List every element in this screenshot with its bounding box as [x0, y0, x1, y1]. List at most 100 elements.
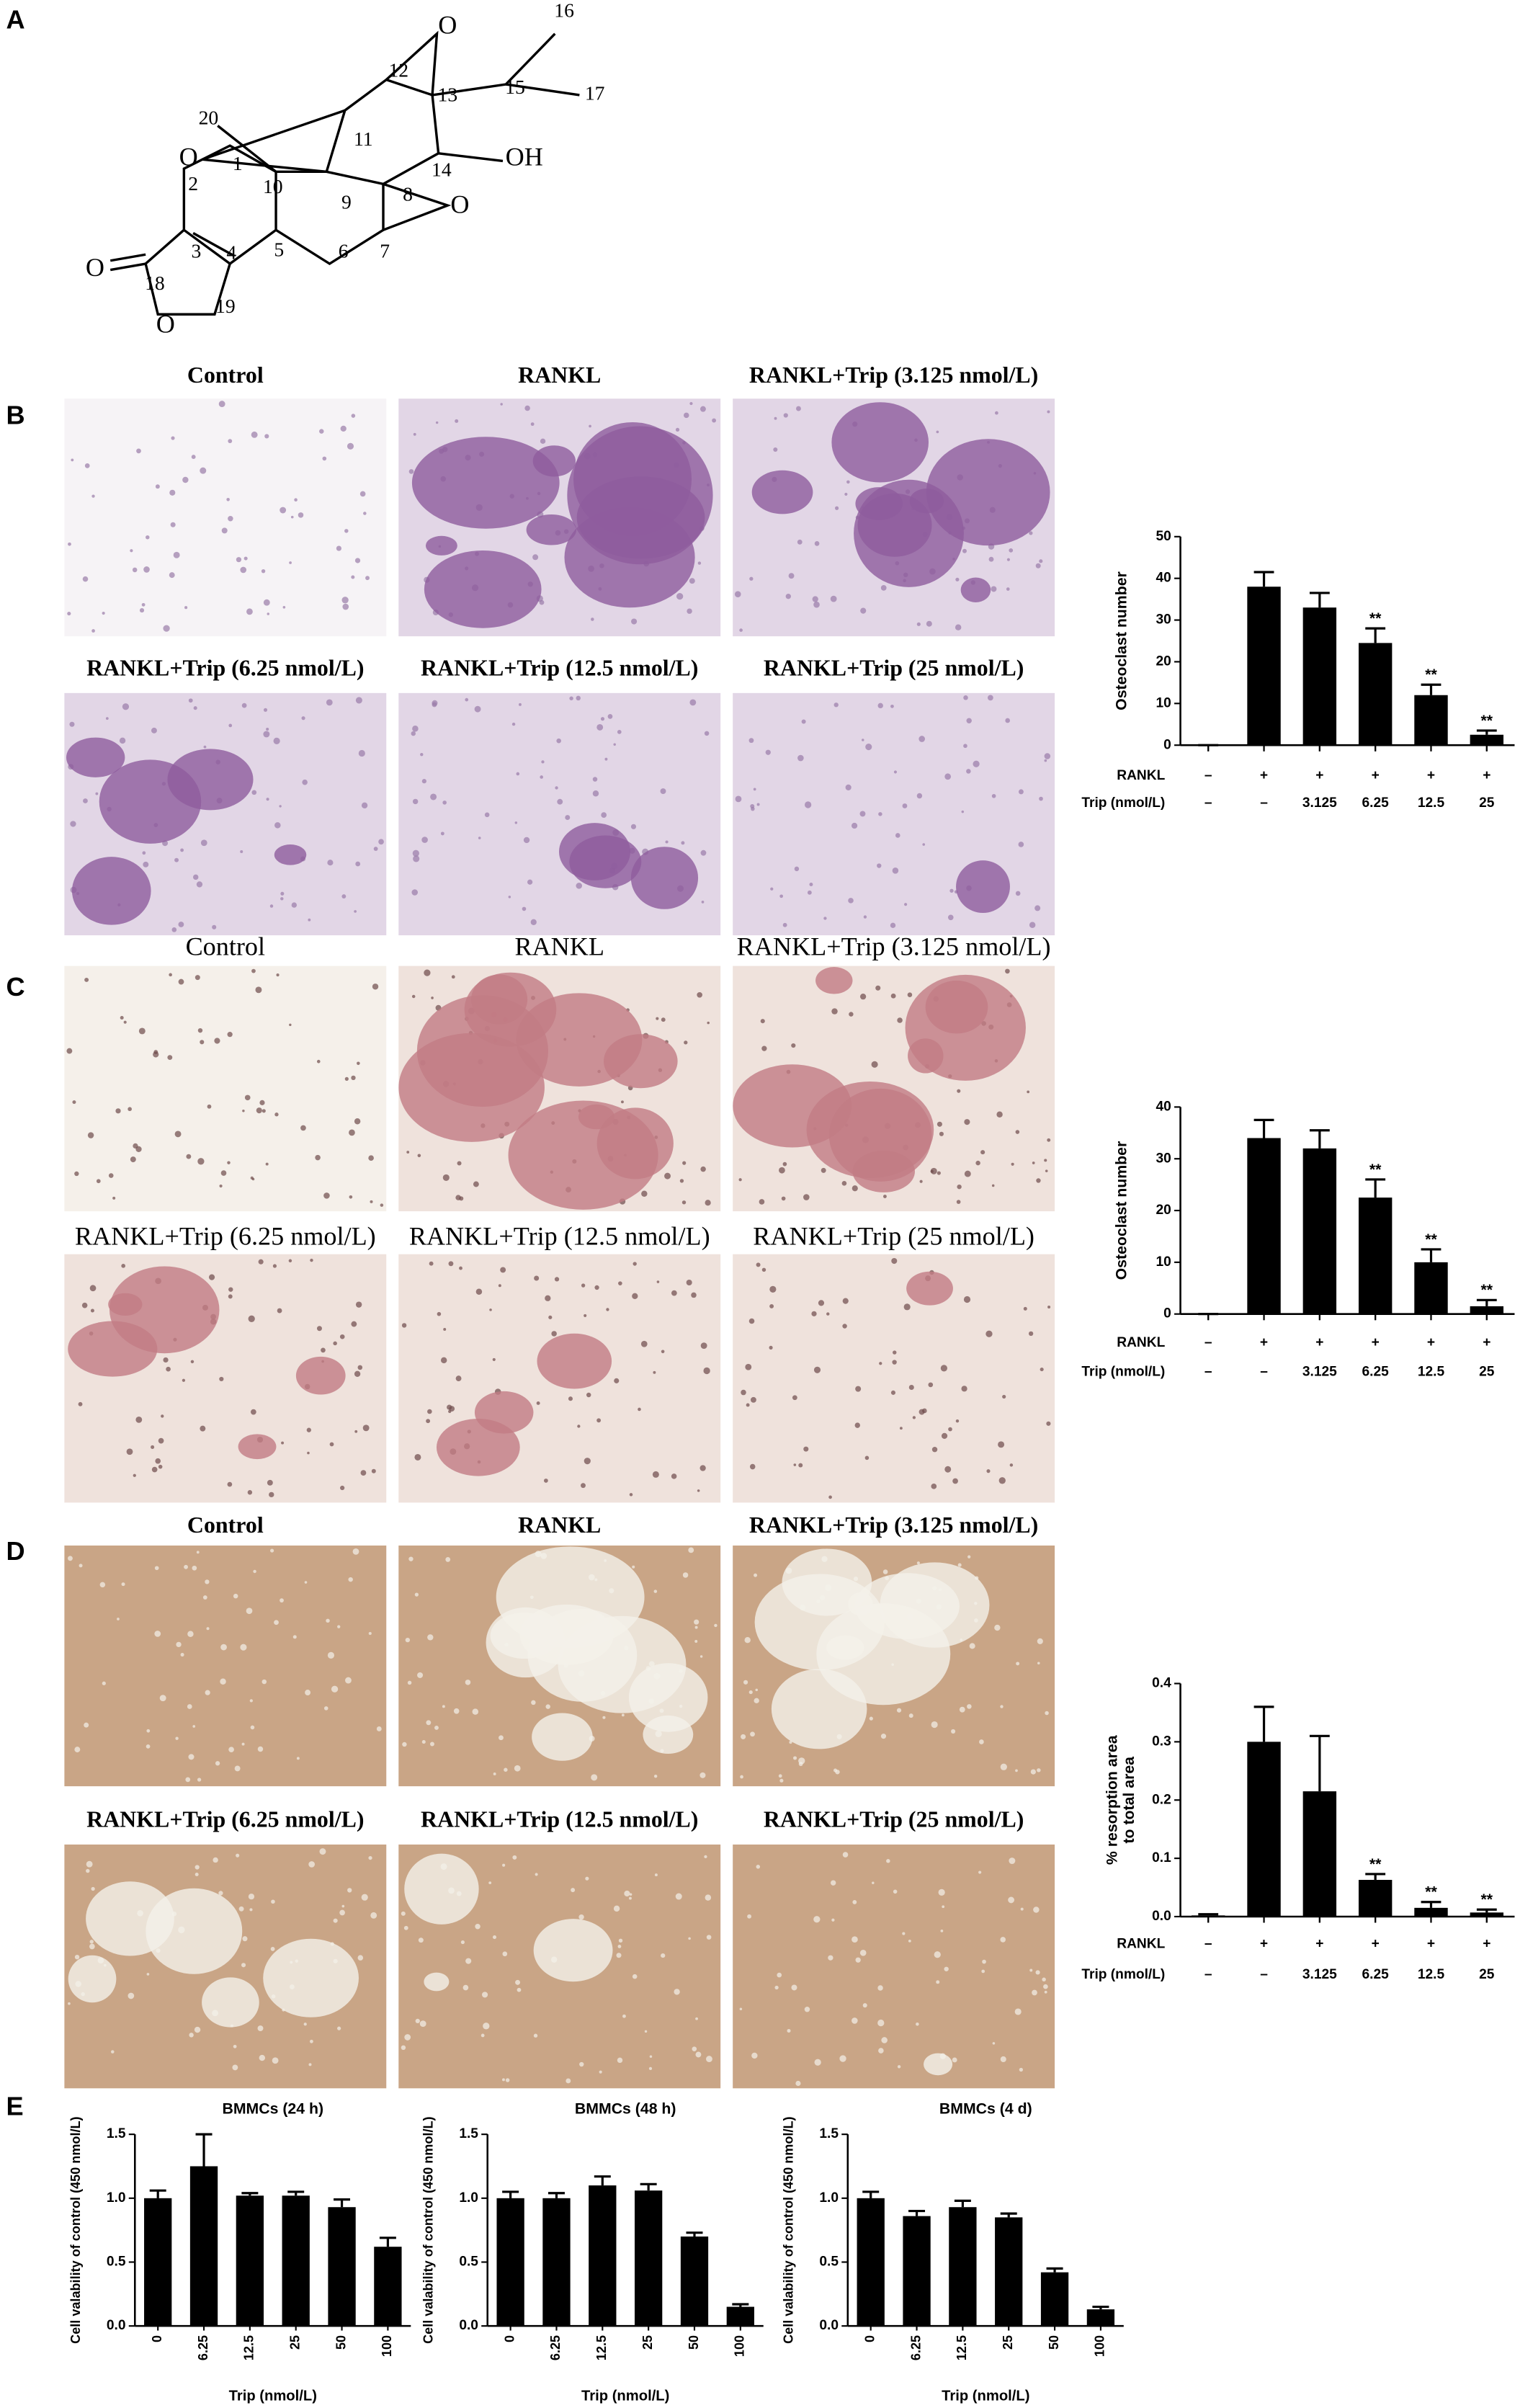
cell	[197, 1158, 205, 1165]
cell	[401, 1911, 406, 1916]
cell	[226, 498, 230, 501]
cell	[656, 1280, 660, 1283]
cell	[272, 2057, 279, 2064]
cell	[1047, 410, 1050, 414]
cell	[963, 695, 968, 700]
cell	[368, 1155, 374, 1161]
cell	[163, 625, 170, 632]
cell	[908, 1384, 914, 1391]
cell	[448, 1261, 454, 1267]
bar	[144, 2198, 172, 2327]
cell	[195, 1865, 200, 1870]
cell	[1008, 1896, 1014, 1904]
cell	[228, 723, 233, 728]
cell	[859, 1950, 867, 1956]
atom-label: O	[179, 143, 198, 171]
cell	[750, 1396, 756, 1403]
cell	[964, 1170, 971, 1177]
cell	[579, 2061, 584, 2067]
y-tick-label: 0.2	[1152, 1792, 1171, 1807]
cell	[842, 1852, 849, 1858]
bond	[385, 30, 439, 96]
cell	[362, 1424, 370, 1432]
atom-label: 4	[226, 241, 236, 264]
cell-cluster	[815, 967, 853, 994]
cell	[548, 1315, 553, 1319]
cell	[146, 535, 150, 540]
cell-cluster	[630, 847, 699, 909]
cell	[363, 512, 367, 515]
cell	[624, 1890, 630, 1897]
panel-labels: A B C D E	[6, 4, 25, 2121]
cell	[942, 1905, 945, 1909]
cell	[877, 703, 883, 709]
cell	[947, 914, 954, 921]
cell	[484, 812, 490, 818]
bar	[1302, 1791, 1337, 1917]
cell	[274, 1620, 279, 1626]
y-tick-label: 1.5	[107, 2126, 126, 2141]
cell	[215, 1761, 220, 1766]
cell	[779, 1167, 785, 1174]
cell	[671, 1290, 677, 1296]
cell	[527, 879, 533, 885]
bond	[110, 253, 146, 262]
cell	[701, 900, 705, 904]
cell	[1044, 1990, 1047, 1994]
cell	[916, 622, 921, 626]
cell	[349, 1129, 355, 1136]
cell	[734, 591, 741, 597]
cell	[206, 1627, 210, 1631]
cell	[656, 1017, 659, 1020]
cell	[159, 1695, 166, 1702]
cell	[194, 2026, 201, 2033]
cell	[986, 1330, 993, 1337]
atom-label: 14	[432, 159, 452, 181]
cell	[197, 1778, 202, 1782]
cell	[251, 1177, 255, 1181]
cell	[797, 539, 803, 545]
cell	[644, 2030, 648, 2033]
cell	[880, 1734, 887, 1739]
cell	[584, 1314, 587, 1317]
cell	[151, 1445, 155, 1449]
cell	[890, 922, 896, 929]
error-bar	[1309, 1129, 1330, 1149]
x-tick-label: 0	[862, 2335, 877, 2342]
cell	[641, 1190, 648, 1198]
cell	[500, 403, 503, 406]
cell	[791, 1043, 796, 1048]
cell	[327, 1651, 335, 1659]
cell	[738, 1178, 742, 1182]
cell	[991, 1184, 995, 1187]
cell	[834, 506, 839, 510]
cell	[407, 1680, 412, 1685]
bar	[1414, 1262, 1448, 1314]
cell	[376, 1726, 382, 1731]
x-tick-label: 12.5	[594, 2335, 609, 2360]
cell	[511, 722, 516, 726]
cell	[414, 1453, 421, 1461]
x-tick-label: 25	[1001, 2335, 1015, 2350]
cell	[749, 1463, 756, 1470]
error-bar	[287, 2190, 305, 2196]
y-tick-label: 50	[1156, 529, 1171, 544]
cell	[218, 401, 225, 408]
cell	[184, 1564, 188, 1569]
cell	[161, 1414, 164, 1418]
cell	[214, 1038, 220, 1044]
row-cell: 3.125	[1302, 1365, 1337, 1380]
cell	[916, 1561, 920, 1565]
cell	[630, 824, 637, 829]
cell	[596, 723, 604, 731]
cell	[81, 1302, 88, 1308]
atom-label: O	[156, 310, 175, 339]
cell	[919, 1409, 925, 1415]
cell	[882, 1195, 887, 1198]
cell	[244, 1094, 251, 1101]
y-axis-title: Osteoclast number	[1112, 1141, 1130, 1280]
cell	[408, 1556, 414, 1561]
cell	[930, 1169, 934, 1173]
cell	[629, 1893, 633, 1896]
cell	[803, 1446, 809, 1452]
